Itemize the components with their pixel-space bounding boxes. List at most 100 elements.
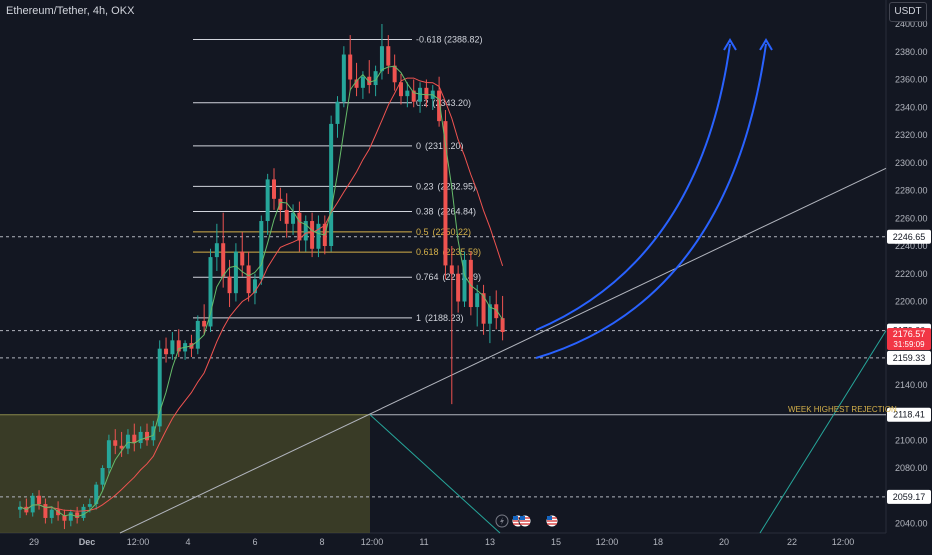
candle-body [37,495,42,505]
fib-level-label: 0.38 (2264.84) [416,207,476,217]
ascending-trendline[interactable] [119,167,887,534]
bullish-arrow-curve[interactable] [535,43,731,331]
symbol-title: Ethereum/Tether, 4h, OKX [6,5,135,17]
candle-body [265,179,270,222]
arrow-head-icon [759,38,773,51]
support-zone-layer [0,414,370,533]
candle-body [392,65,397,83]
candle-body [418,87,423,102]
horizontal-levels-layer [0,236,886,498]
svg-text:2118.41: 2118.41 [893,410,925,420]
price-tick-label: 2040.00 [895,519,928,529]
candle-body [221,243,226,277]
candle-body [246,265,251,294]
projection-line-up[interactable] [759,330,887,534]
support-zone [0,414,370,533]
candle-body [49,509,54,518]
price-tick-label: 2360.00 [895,75,928,85]
candle-body [475,293,480,308]
candle-body [449,265,454,274]
candle-body [240,251,245,266]
moving-average-fast [19,65,504,518]
drawings-layer[interactable] [119,38,887,534]
candle-body [62,515,67,521]
candles-layer [18,24,505,530]
time-tick-label: 13 [485,537,495,547]
price-tick-label: 2140.00 [895,380,928,390]
candle-body [100,468,105,485]
candle-body [233,251,238,294]
price-tick-label: 2300.00 [895,158,928,168]
candle-body [411,90,416,102]
candle-body [437,90,442,122]
candle-body [81,506,86,518]
candle-body [252,279,257,294]
economic-events[interactable] [495,514,559,528]
time-tick-label: 12:00 [361,537,384,547]
fib-level-label: 0.618 (2235.59) [416,247,481,257]
projection-line-down[interactable] [369,414,501,534]
candle-body [227,276,232,294]
candle-body [360,76,365,88]
candle-body [18,506,22,510]
candle-body [297,212,302,241]
candle-body [367,76,372,86]
candle-body [259,221,264,280]
fib-level-label: 0.764 (2217.49) [416,272,481,282]
candle-body [316,223,321,249]
candle-body [56,509,61,516]
price-tick-label: 2400.00 [895,19,928,29]
candle-body [75,512,80,518]
time-tick-label: 29 [29,537,39,547]
us-flag-icon[interactable] [545,514,559,528]
time-tick-label: 20 [719,537,729,547]
us-flag-icon[interactable] [518,514,532,528]
candle-body [43,504,48,518]
candle-body [272,179,276,199]
fib-level-label: 0.23 (2282.95) [416,181,476,191]
candle-body [443,121,448,266]
candle-body [424,87,429,99]
price-tick-label: 2220.00 [895,269,928,279]
price-tick-label: 2320.00 [895,130,928,140]
candle-body [208,257,213,327]
moving-averages-layer [19,65,504,518]
candle-body [119,445,124,449]
candle-body [132,434,137,444]
candle-body [329,123,334,246]
candle-body [303,221,308,241]
time-tick-label: 8 [319,537,324,547]
candle-body [164,348,169,355]
fib-level-label: -0.618 (2388.82) [416,35,483,45]
candle-body [500,318,505,333]
time-tick-label: 12:00 [596,537,619,547]
price-level-tag: 2159.33 [887,350,931,365]
candle-body [291,212,296,224]
bullish-arrow-curve[interactable] [535,43,767,359]
candle-body [494,304,499,319]
candle-body [195,320,200,349]
price-tick-label: 2200.00 [895,297,928,307]
candle-body [348,54,353,80]
candle-body [157,348,162,427]
price-labels: 2246.652179.002159.332118.412059.172176.… [887,229,931,504]
time-axis[interactable]: 29 Dec 12:00 4 6 8 12:00 11 13 15 12:00 18 20 22 12:00 [29,537,854,547]
candle-body [68,512,73,521]
time-tick-label: 4 [185,537,190,547]
candle-body [202,320,207,327]
candle-body [468,259,473,308]
candle-body [145,431,149,441]
candle-body [106,440,111,468]
candle-body [481,293,486,324]
moving-average-slow [19,77,504,512]
lightning-icon[interactable] [495,514,509,528]
candle-body [405,90,410,97]
time-tick-label: Dec [79,537,96,547]
price-level-tag: 2059.17 [887,489,931,504]
time-tick-label: 12:00 [127,537,150,547]
currency-button[interactable]: USDT [889,2,927,22]
time-tick-label: 18 [653,537,663,547]
